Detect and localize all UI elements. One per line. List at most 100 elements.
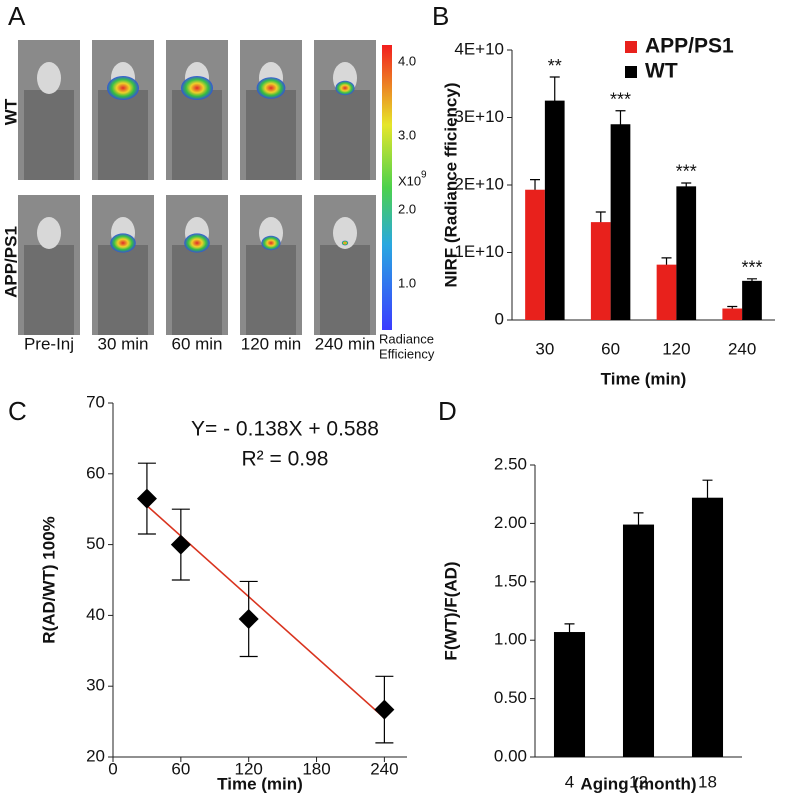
- bar: [544, 100, 565, 320]
- column-label: 240 min: [315, 334, 375, 353]
- y-tick-label: 1.00: [494, 630, 527, 649]
- y-tick-label: 2.00: [494, 513, 527, 532]
- colorbar: [382, 45, 392, 330]
- mouse-body: [24, 90, 74, 180]
- mouse-body: [246, 245, 296, 335]
- significance: ***: [610, 90, 631, 110]
- y-tick-label: 2.50: [494, 454, 527, 473]
- mouse-body: [246, 90, 296, 180]
- x-tick-label: 60: [171, 759, 190, 778]
- mouse-body: [98, 245, 148, 335]
- panel-label: D: [438, 396, 457, 426]
- mouse-body: [98, 90, 148, 180]
- x-tick-label: 4: [565, 772, 574, 791]
- y-tick-label: 20: [86, 746, 105, 765]
- point: [238, 608, 259, 629]
- x-tick-label: 30: [535, 339, 554, 358]
- bar: [590, 222, 611, 320]
- mouse-body: [24, 245, 74, 335]
- colorbar-tick-label: 4.0: [398, 53, 416, 68]
- x-tick-label: 18: [698, 772, 717, 791]
- significance: ***: [741, 258, 762, 278]
- annotation: Y= - 0.138X + 0.588: [191, 418, 379, 441]
- signal: [181, 76, 213, 100]
- legend-swatch: [625, 66, 637, 78]
- x-tick-label: 12: [629, 772, 648, 791]
- significance: **: [548, 56, 562, 76]
- legend-swatch: [625, 41, 637, 53]
- bar: [610, 124, 631, 320]
- point: [136, 488, 157, 509]
- signal: [107, 76, 139, 100]
- y-tick-label: 30: [86, 676, 105, 695]
- x-axis-title: Time (min): [217, 774, 303, 793]
- bar: [656, 264, 677, 320]
- y-tick-label: 0.00: [494, 746, 527, 765]
- y-tick-label: 3E+10: [454, 107, 504, 126]
- signal: [184, 233, 210, 253]
- y-axis-title: NIRF (Radiance fficiency): [441, 83, 460, 288]
- y-axis-title: R(AD/WT) 100%: [39, 516, 58, 644]
- panel-label: A: [8, 1, 26, 31]
- y-tick-label: 2E+10: [454, 174, 504, 193]
- y-tick-label: 1.50: [494, 571, 527, 590]
- column-label: 60 min: [171, 334, 222, 353]
- x-tick-label: 0: [108, 759, 117, 778]
- colorbar-label: Radiance: [379, 331, 434, 346]
- colorbar-exponent: 9: [421, 170, 427, 181]
- y-axis-title: F(WT)/F(AD): [441, 561, 460, 660]
- x-tick-label: 180: [302, 759, 330, 778]
- mouse-head: [333, 217, 357, 249]
- mouse-body: [172, 90, 222, 180]
- mouse-head: [37, 217, 61, 249]
- colorbar-tick-label: 1.0: [398, 276, 416, 291]
- y-tick-label: 40: [86, 605, 105, 624]
- panel-label: C: [8, 396, 27, 426]
- point: [170, 534, 191, 555]
- x-tick-label: 120: [662, 339, 690, 358]
- y-tick-label: 0: [495, 309, 504, 328]
- y-tick-label: 60: [86, 463, 105, 482]
- bar: [722, 308, 743, 320]
- colorbar-multiplier: X10: [398, 173, 421, 188]
- point: [374, 699, 395, 720]
- bar: [525, 189, 545, 320]
- mouse-body: [320, 245, 370, 335]
- x-tick-label: 60: [601, 339, 620, 358]
- bar: [691, 497, 724, 757]
- column-label: Pre-Inj: [24, 334, 74, 353]
- bar: [553, 632, 586, 757]
- colorbar-label: Efficiency: [379, 346, 435, 361]
- bar: [676, 186, 697, 320]
- y-tick-label: 50: [86, 534, 105, 553]
- signal: [256, 77, 286, 99]
- colorbar-tick-label: 2.0: [398, 202, 416, 217]
- mouse-body: [172, 245, 222, 335]
- mouse-head: [37, 62, 61, 94]
- y-tick-label: 0.50: [494, 688, 527, 707]
- column-label: 120 min: [241, 334, 301, 353]
- row-label: APP/PS1: [1, 226, 20, 298]
- signal: [341, 240, 349, 246]
- row-label: WT: [1, 98, 20, 125]
- bar: [742, 280, 762, 320]
- legend-label: WT: [645, 60, 678, 83]
- y-tick-label: 4E+10: [454, 39, 504, 58]
- x-axis-title: Time (min): [601, 369, 687, 388]
- x-axis-title: Aging (month): [580, 774, 696, 793]
- x-tick-label: 120: [235, 759, 263, 778]
- signal: [261, 235, 281, 251]
- legend-label: APP/PS1: [645, 35, 734, 58]
- annotation: R² = 0.98: [242, 448, 329, 471]
- panel-label: B: [432, 1, 449, 31]
- significance: ***: [676, 162, 697, 182]
- x-tick-label: 240: [728, 339, 756, 358]
- mouse-body: [320, 90, 370, 180]
- colorbar-tick-label: 3.0: [398, 127, 416, 142]
- column-label: 30 min: [97, 334, 148, 353]
- x-tick-label: 240: [370, 759, 398, 778]
- bar: [622, 524, 655, 757]
- y-tick-label: 1E+10: [454, 242, 504, 261]
- y-tick-label: 70: [86, 392, 105, 411]
